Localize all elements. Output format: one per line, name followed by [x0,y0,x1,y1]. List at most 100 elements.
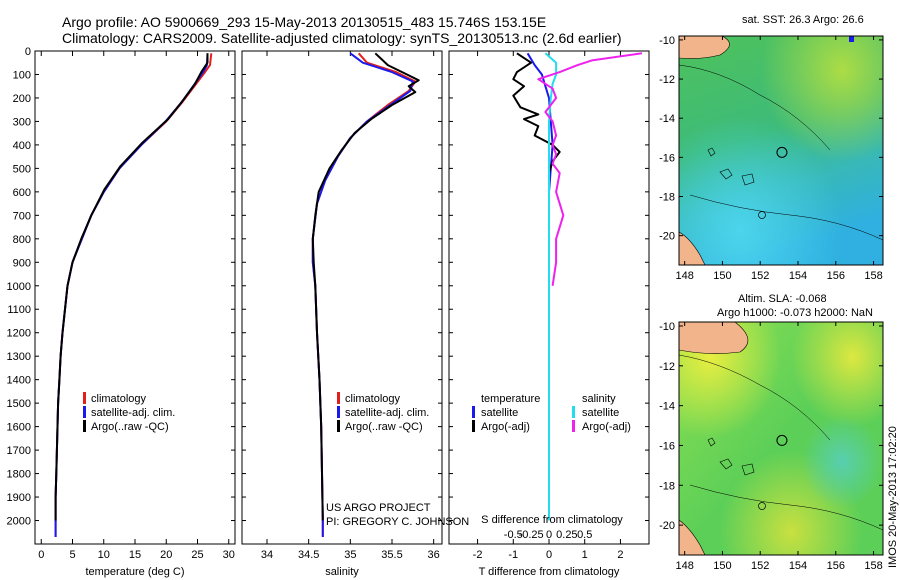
land-australia [679,519,706,555]
argo-position-marker [776,146,788,158]
series-line [54,53,209,521]
legend-label: satellite [582,407,619,419]
credit-project: US ARGO PROJECT [326,502,431,514]
y-tick-label: 1800 [7,469,31,481]
s-tick-label: 0 [546,529,552,541]
lon-tick-label: 150 [713,560,731,572]
depth-axis: 0 100 200 300 400 500 600 700 800 900 1000 1100 1200… [7,46,31,528]
y-tick-label: 400 [13,140,31,152]
sst-map-axes: -10 -12 -14 -16 -18 -20 148 150 152 154 156 158 [659,35,883,282]
lon-tick-label: 152 [751,270,769,282]
legend-label: Argo(..raw -QC) [91,421,169,433]
legend-label: satellite [481,407,518,419]
y-tick-label: 1500 [7,398,31,410]
y-tick-label: 900 [13,257,31,269]
legend-label: Argo(-adj) [582,421,631,433]
y-tick-label: 1000 [7,281,31,293]
legend-label: satellite-adj. clim. [345,407,429,419]
lat-tick-label: -14 [659,113,675,125]
s-tick-label: 0.25 [556,529,577,541]
legend-swatch-satellite [337,406,340,418]
legend-label: satellite-adj. clim. [91,407,175,419]
lat-tick-label: -12 [659,74,675,86]
legend-swatch-climatology [83,392,86,404]
y-tick-label: 1700 [7,445,31,457]
legend-label: climatology [91,393,147,405]
lat-tick-label: -20 [659,231,675,243]
x-tick-label: 20 [160,549,172,561]
legend-swatch-argo [83,420,86,432]
y-tick-label: 100 [13,69,31,81]
x-tick-label: 5 [69,549,75,561]
x-tick-label: 34.5 [298,549,319,561]
land-papua [679,322,749,354]
lat-tick-label: -20 [659,520,675,532]
sst-map [679,36,883,265]
y-tick-label: 700 [13,210,31,222]
y-tick-label: 600 [13,187,31,199]
lat-tick-label: -16 [659,152,675,164]
legend-swatch-argo [337,420,340,432]
temperature-plot-frame [34,50,236,545]
salinity-legend: climatology satellite-adj. clim. Argo(..… [337,392,429,433]
y-tick-label: 1400 [7,375,31,387]
timestamp-stamp: IMOS 20-May-2013 17:02:20 [887,426,899,568]
y-tick-label: 800 [13,234,31,246]
lon-tick-label: 148 [675,560,693,572]
x-tick-label: -2 [473,549,483,561]
sla-map-title-2: Argo h1000: -0.073 h2000: NaN [717,307,873,319]
sla-map-title-1: Altim. SLA: -0.068 [738,293,827,305]
lat-tick-label: -18 [659,191,675,203]
temperature-legend: climatology satellite-adj. clim. Argo(..… [83,392,175,433]
lat-tick-label: -14 [659,401,675,413]
land-papua [679,36,730,59]
x-tick-label: 35 [344,549,356,561]
lat-tick-label: -10 [659,321,675,333]
legend-swatch-s-argo [572,420,575,432]
x-tick-label: 2 [617,549,623,561]
difference-plot: -2 -1 0 1 2 -0.5-0.25 0 0.25 0.5 [449,50,649,561]
y-tick-label: 1200 [7,328,31,340]
lon-tick-label: 154 [789,270,807,282]
s-tick-label: -0.5 [504,529,523,541]
legend-swatch-satellite [83,406,86,418]
s-tick-label: -0.25 [519,529,544,541]
sst-map-title: sat. SST: 26.3 Argo: 26.6 [742,14,864,26]
salinity-xlabel: salinity [325,566,359,578]
legend-label: climatology [345,393,401,405]
y-tick-label: 2000 [7,516,31,528]
lon-tick-label: 154 [789,560,807,572]
argo-position-marker [776,434,788,446]
x-tick-label: 36 [428,549,440,561]
x-tick-label: 15 [129,549,141,561]
s-tick-label: 0.5 [577,529,592,541]
y-tick-label: 200 [13,93,31,105]
series-line [544,52,558,521]
legend-swatch-t-satellite [472,406,475,418]
y-tick-label: 0 [25,46,31,58]
lat-tick-label: -12 [659,361,675,373]
temperature-xlabel: temperature (deg C) [85,566,184,578]
y-tick-label: 1900 [7,492,31,504]
temperature-plot: 0 5 10 15 20 25 30 [35,50,235,561]
salinity-plot: 34 34.5 35 35.5 36 [242,50,442,561]
sla-map [679,322,883,555]
legend-head-temperature: temperature [481,393,540,405]
lon-tick-label: 152 [751,560,769,572]
lon-tick-label: 158 [864,560,882,572]
legend-swatch-s-satellite [572,406,575,418]
legend-swatch-t-argo [472,420,475,432]
series-line [54,53,209,537]
legend-swatch-climatology [337,392,340,404]
lon-tick-label: 156 [827,270,845,282]
series-line [311,52,420,521]
lat-tick-label: -18 [659,480,675,492]
lon-tick-label: 148 [675,270,693,282]
x-tick-label: 34 [261,549,273,561]
sla-map-axes: -10 -12 -14 -16 -18 -20 148 150 152 154 156 158 [659,321,883,572]
difference-xlabel-top: S difference from climatology [481,514,623,526]
lon-tick-label: 156 [827,560,845,572]
legend-label: Argo(-adj) [481,421,530,433]
difference-legend: temperature satellite Argo(-adj) salinit… [472,393,631,433]
x-tick-label: 10 [98,549,110,561]
